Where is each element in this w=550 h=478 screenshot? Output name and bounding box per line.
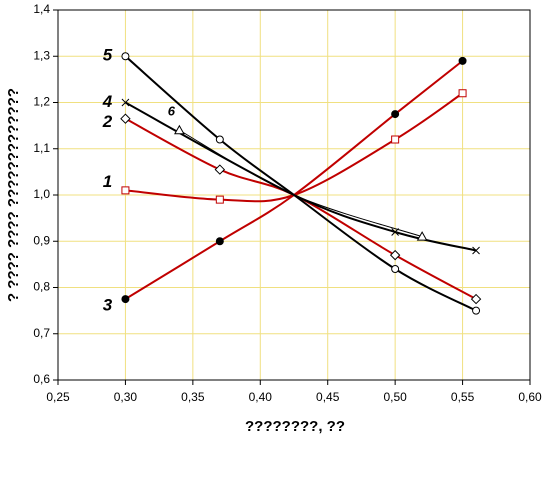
marker — [391, 265, 400, 273]
x-tick-label: 0,45 — [316, 390, 340, 404]
series-line — [124, 101, 477, 252]
marker — [120, 113, 131, 124]
series-label: 4 — [102, 92, 113, 111]
y-tick-label: 0,7 — [33, 326, 50, 340]
y-tick-label: 0,9 — [33, 233, 50, 247]
marker — [121, 52, 130, 61]
y-tick-label: 0,8 — [33, 280, 50, 294]
marker — [215, 237, 224, 246]
marker — [215, 135, 224, 144]
x-axis-title: ????????, ?? — [245, 418, 345, 435]
x-tick-label: 0,55 — [451, 390, 475, 404]
marker — [458, 56, 467, 65]
series-line — [179, 129, 423, 238]
x-tick-label: 0,50 — [383, 390, 407, 404]
marker — [416, 231, 428, 241]
marker — [214, 164, 226, 175]
marker — [472, 306, 481, 315]
marker — [121, 295, 130, 304]
x-tick-label: 0,40 — [249, 390, 273, 404]
x-tick-label: 0,25 — [46, 390, 70, 404]
marker — [389, 249, 401, 261]
y-tick-label: 1,3 — [33, 48, 50, 62]
marker — [174, 124, 185, 135]
x-tick-label: 0,30 — [114, 390, 138, 404]
marker — [470, 293, 482, 305]
series-label: 5 — [103, 46, 113, 65]
series-label: 6 — [168, 104, 176, 119]
y-tick-label: 1,1 — [33, 141, 50, 155]
y-tick-label: 1,4 — [33, 2, 50, 16]
marker — [391, 135, 400, 144]
series-label: 2 — [102, 112, 113, 131]
marker — [472, 246, 480, 255]
x-tick-label: 0,35 — [181, 390, 205, 404]
y-tick-label: 1,2 — [33, 95, 50, 109]
y-axis-title: ? ???? ???? ????????????? — [5, 88, 22, 302]
series-label: 1 — [103, 172, 112, 191]
marker — [121, 98, 130, 107]
marker — [215, 195, 224, 204]
marker — [121, 186, 130, 195]
series-label: 3 — [103, 296, 113, 315]
y-tick-label: 1,0 — [33, 187, 50, 201]
marker — [391, 110, 400, 119]
plot-frame — [57, 9, 531, 381]
marker — [458, 89, 467, 98]
x-tick-label: 0,60 — [518, 390, 542, 404]
y-tick-label: 0,6 — [33, 372, 50, 386]
